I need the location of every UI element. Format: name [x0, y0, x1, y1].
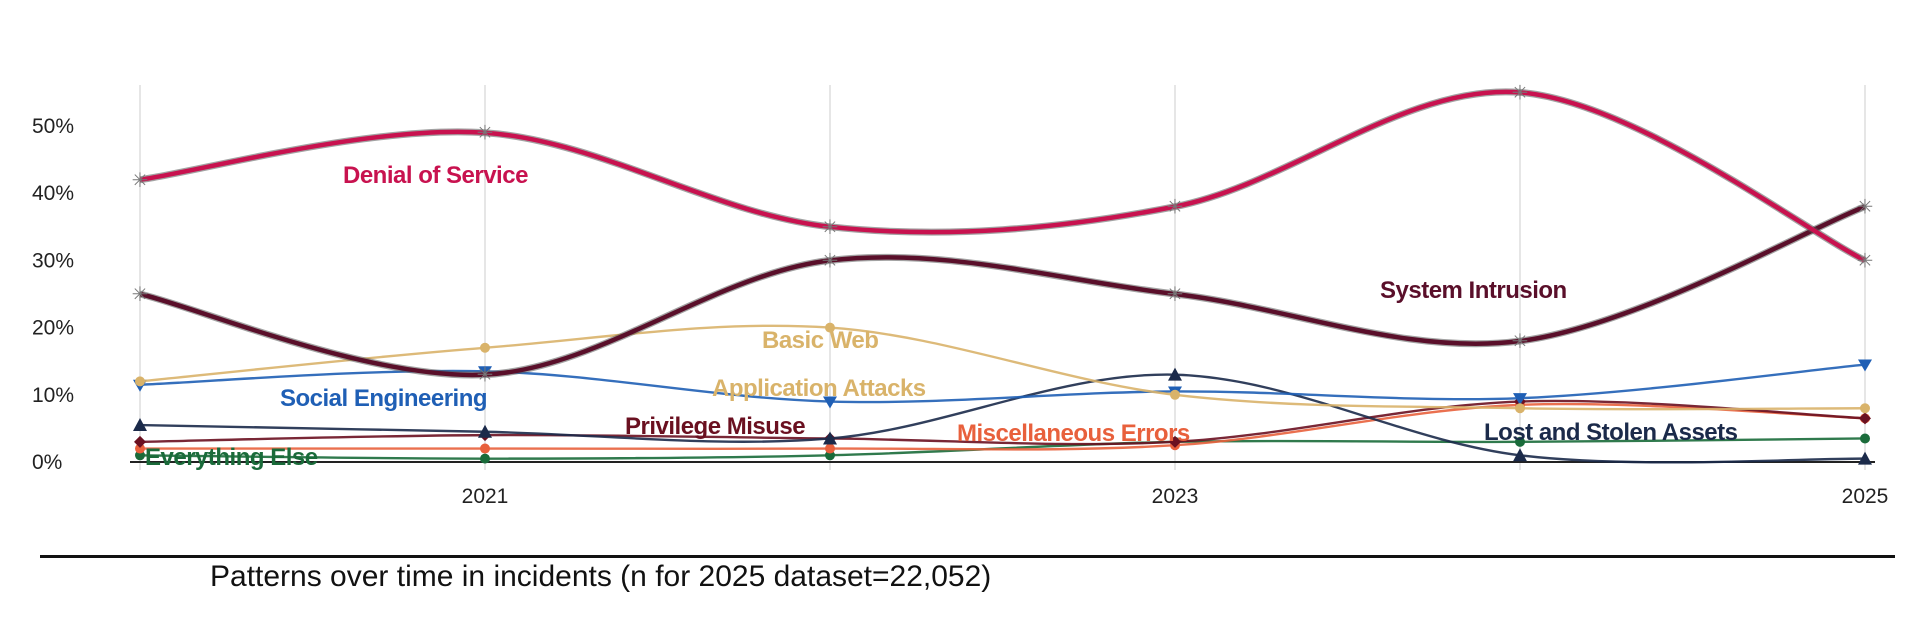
x-tick-label: 2023: [1152, 485, 1199, 508]
data-point: [480, 443, 490, 454]
series-label: Everything Else: [145, 444, 318, 471]
data-point: [823, 396, 837, 409]
data-point: [1860, 433, 1870, 444]
data-point: [1859, 412, 1871, 425]
data-point: ✳: [1512, 329, 1529, 353]
data-point: [135, 376, 145, 387]
series-line: [139, 89, 1866, 263]
y-tick-label: 20%: [32, 317, 74, 340]
series-label: Social Engineering: [280, 385, 487, 412]
data-point: ✳: [1857, 195, 1874, 219]
data-point: ✳: [477, 363, 494, 387]
data-point: [1860, 403, 1870, 414]
data-point: ✳: [132, 282, 149, 306]
data-point: [1858, 451, 1872, 465]
y-tick-label: 30%: [32, 249, 74, 272]
data-point: [135, 443, 145, 454]
data-point: [480, 342, 490, 353]
data-point: ✳: [1512, 80, 1529, 104]
data-point: [1515, 436, 1525, 447]
series-label: System Intrusion: [1380, 277, 1567, 304]
series-label: Basic Web: [762, 327, 878, 354]
data-point: [1858, 359, 1872, 372]
data-point: [1169, 435, 1181, 448]
series-label: Privilege Misuse: [625, 413, 805, 440]
data-point: [133, 418, 147, 432]
data-point: [1513, 393, 1527, 406]
line-chart: 0% 10% 20% 30% 40% 50% 2021 2023 2025 ✳ ✳ ✳ ✳ ✳ ✳ ✳ ✳ ✳ ✳ ✳…: [32, 80, 1889, 508]
series-label: Miscellaneous Errors: [957, 420, 1190, 447]
data-point: [480, 453, 490, 464]
data-point: [1513, 448, 1527, 462]
data-point: [823, 431, 837, 445]
chart-caption: Patterns over time in incidents (n for 2…: [210, 560, 992, 593]
data-point: ✳: [1857, 248, 1874, 272]
series-label: Application Attacks: [712, 375, 926, 402]
x-tick-label: 2021: [462, 485, 509, 508]
y-tick-label: 0%: [32, 451, 62, 474]
series-line: [139, 399, 1866, 446]
data-point: [478, 424, 492, 438]
y-tick-label: 50%: [32, 115, 74, 138]
series-line: [140, 402, 1866, 451]
data-point: [825, 443, 835, 454]
data-point: ✳: [132, 168, 149, 192]
y-tick-label: 40%: [32, 182, 74, 205]
data-point: [134, 435, 146, 448]
series-label: Lost and Stolen Assets: [1484, 419, 1738, 446]
y-tick-label: 10%: [32, 384, 74, 407]
x-tick-label: 2025: [1842, 485, 1889, 508]
data-point: [825, 322, 835, 333]
data-point: [1168, 367, 1182, 381]
series-label: Denial of Service: [343, 162, 528, 189]
series-line: [139, 324, 1866, 411]
data-point: ✳: [477, 121, 494, 145]
data-point: ✳: [822, 215, 839, 239]
data-point: [1515, 403, 1525, 414]
data-point: ✳: [1167, 282, 1184, 306]
data-point: ✳: [822, 248, 839, 272]
series-line: [139, 373, 1866, 464]
series-line: [139, 204, 1866, 378]
data-point: ✳: [1167, 195, 1184, 219]
caption-divider: [40, 555, 1895, 558]
data-point: [1170, 389, 1180, 400]
